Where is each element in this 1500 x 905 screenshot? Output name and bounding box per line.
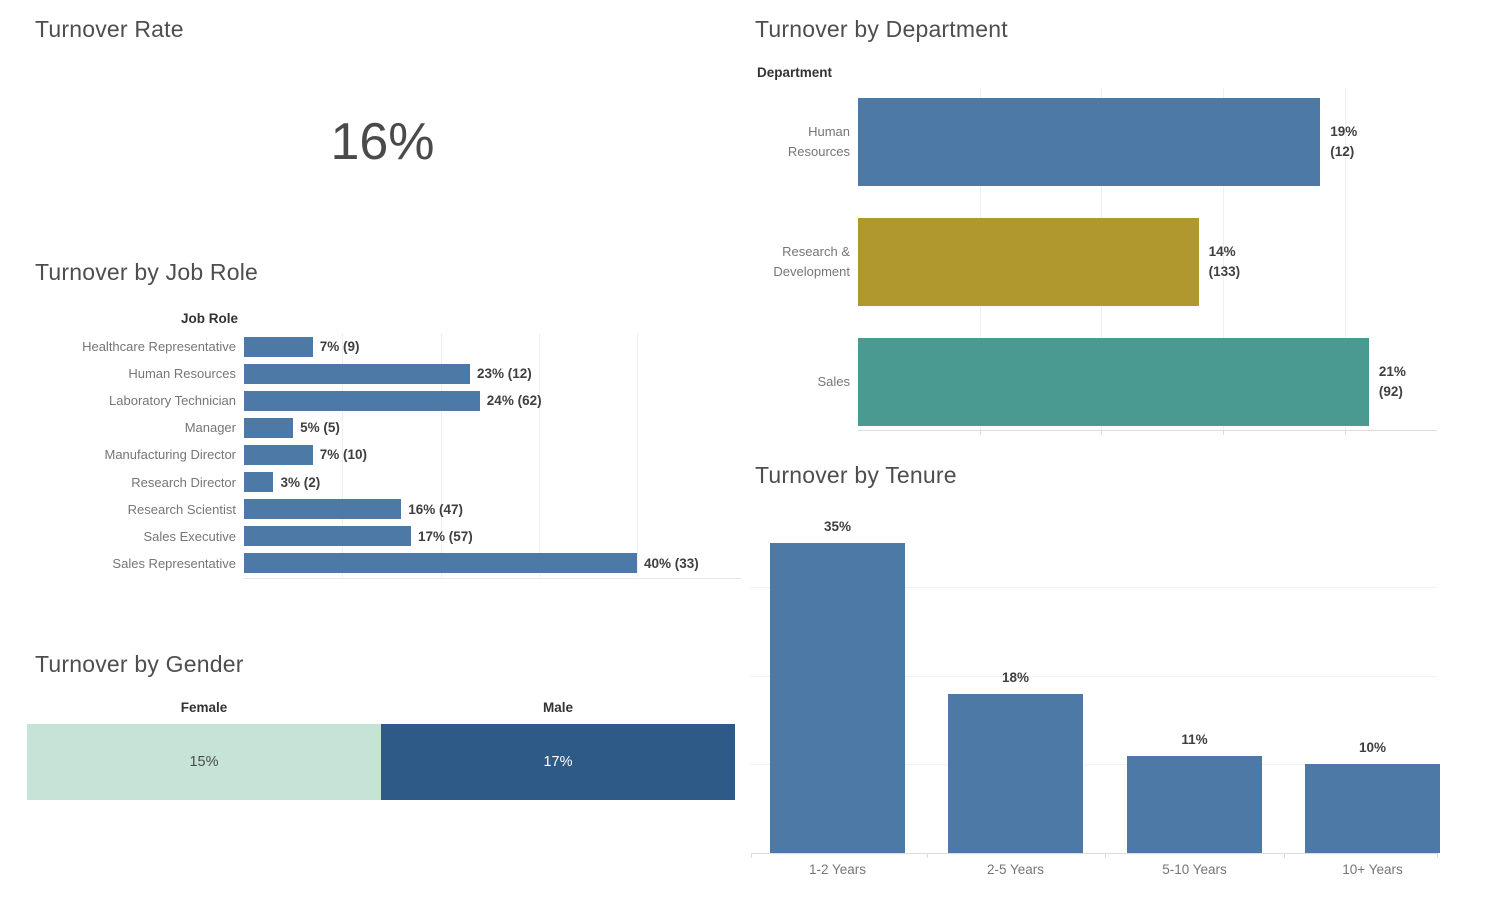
job-role-category-label: Human Resources bbox=[128, 366, 236, 382]
department-bar[interactable] bbox=[858, 218, 1199, 306]
department-bar[interactable] bbox=[858, 338, 1369, 426]
job-role-category-label: Manufacturing Director bbox=[104, 447, 237, 463]
tenure-category-label: 2-5 Years bbox=[986, 862, 1045, 877]
department-axis-label: Department bbox=[757, 65, 833, 80]
job-role-category-label: Manager bbox=[184, 420, 236, 436]
tenure-title: Turnover by Tenure bbox=[755, 462, 957, 488]
job-role-value-label: 40% (33) bbox=[644, 555, 699, 571]
tenure-axis-tick bbox=[1437, 853, 1438, 858]
department-category-label: Research & Development bbox=[773, 243, 850, 279]
job-role-category-label: Research Director bbox=[131, 474, 236, 490]
department-axis-tick bbox=[1222, 430, 1224, 435]
job-role-category-label: Sales Representative bbox=[112, 555, 236, 571]
job-role-category-label: Research Scientist bbox=[127, 501, 236, 517]
job-role-gridline bbox=[342, 333, 344, 577]
job-role-value-label: 23% (12) bbox=[476, 366, 532, 382]
job-role-bar[interactable] bbox=[244, 390, 480, 411]
gender-column-header: Female bbox=[180, 700, 228, 715]
job-role-bar[interactable] bbox=[244, 336, 313, 357]
job-role-value-label: 16% (47) bbox=[408, 501, 463, 517]
job-role-axis-label: Job Role bbox=[180, 311, 238, 326]
job-role-bar[interactable] bbox=[244, 553, 637, 574]
department-category-label: Sales bbox=[817, 373, 850, 389]
tenure-gridline bbox=[751, 587, 1437, 589]
turnover-rate-title: Turnover Rate bbox=[35, 16, 184, 42]
job-role-value-label: 17% (57) bbox=[418, 528, 473, 544]
job-role-value-label: 7% (10) bbox=[319, 447, 368, 463]
job-role-category-label: Laboratory Technician bbox=[109, 393, 236, 409]
tenure-category-label: 5-10 Years bbox=[1162, 862, 1227, 877]
tenure-axis-tick bbox=[751, 853, 752, 858]
tenure-value-label: 10% bbox=[1358, 740, 1387, 756]
job-role-bar[interactable] bbox=[244, 363, 470, 384]
job-role-value-label: 7% (9) bbox=[319, 339, 360, 354]
job-role-axis-line bbox=[244, 577, 741, 579]
tenure-bar[interactable] bbox=[1127, 755, 1262, 853]
tenure-category-label: 1-2 Years bbox=[808, 862, 867, 877]
job-role-title: Turnover by Job Role bbox=[35, 259, 259, 285]
department-title: Turnover by Department bbox=[755, 16, 1008, 42]
tenure-bar[interactable] bbox=[1305, 764, 1440, 853]
tenure-value-label: 35% bbox=[823, 519, 852, 534]
job-role-gridline bbox=[538, 333, 540, 577]
department-category-label: Human Resources bbox=[787, 123, 850, 159]
department-axis-tick bbox=[1344, 430, 1346, 435]
gender-bar-segment[interactable]: 15% bbox=[27, 724, 381, 800]
tenure-bar[interactable] bbox=[770, 543, 905, 853]
job-role-chart: Healthcare Representative 7% (9) Human Res… bbox=[0, 333, 748, 583]
job-role-gridline bbox=[440, 333, 442, 577]
department-value-label: 21% (92) bbox=[1378, 363, 1406, 399]
tenure-category-label: 10+ Years bbox=[1342, 862, 1403, 877]
gender-bar-segment[interactable]: 17% bbox=[381, 724, 735, 800]
tenure-axis-tick bbox=[926, 853, 928, 858]
department-value-label: 19% (12) bbox=[1330, 123, 1358, 159]
job-role-bar[interactable] bbox=[244, 472, 274, 493]
tenure-axis-tick bbox=[1283, 853, 1285, 858]
department-bar[interactable] bbox=[858, 98, 1321, 186]
department-gridline bbox=[1344, 88, 1346, 430]
job-role-bar[interactable] bbox=[244, 526, 412, 547]
gender-column-header: Male bbox=[542, 700, 573, 715]
turnover-rate-value: 16% bbox=[330, 113, 435, 171]
tenure-value-label: 11% bbox=[1181, 731, 1208, 747]
gender-chart: Female 15% Male 17% bbox=[27, 700, 735, 804]
gender-title: Turnover by Gender bbox=[35, 651, 244, 677]
job-role-bar[interactable] bbox=[244, 444, 313, 465]
department-chart: Human Resources 19% (12) Research & Developme… bbox=[740, 88, 1500, 438]
job-role-category-label: Sales Executive bbox=[143, 528, 237, 544]
job-role-gridline bbox=[637, 333, 638, 577]
tenure-value-label: 18% bbox=[1001, 669, 1030, 685]
job-role-bar[interactable] bbox=[244, 499, 402, 520]
department-axis-line bbox=[858, 430, 1437, 431]
department-value-label: 14% (133) bbox=[1208, 243, 1241, 279]
job-role-bar[interactable] bbox=[244, 417, 294, 438]
tenure-gridline bbox=[751, 764, 1437, 766]
tenure-bar[interactable] bbox=[948, 693, 1083, 853]
department-axis-tick bbox=[979, 430, 981, 435]
job-role-value-label: 5% (5) bbox=[300, 420, 340, 436]
department-gridline bbox=[1222, 88, 1224, 430]
department-axis-tick bbox=[1101, 430, 1103, 435]
tenure-chart: 35% 1-2 Years 18% 2-5 Years 11% 5-10 Years 10%… bbox=[740, 505, 1500, 895]
job-role-value-label: 3% (2) bbox=[280, 474, 321, 490]
job-role-value-label: 24% (62) bbox=[486, 393, 542, 409]
tenure-axis-tick bbox=[1105, 853, 1106, 858]
tenure-axis-line bbox=[751, 853, 1437, 854]
tenure-gridline bbox=[751, 675, 1437, 677]
job-role-category-label: Healthcare Representative bbox=[82, 339, 236, 354]
